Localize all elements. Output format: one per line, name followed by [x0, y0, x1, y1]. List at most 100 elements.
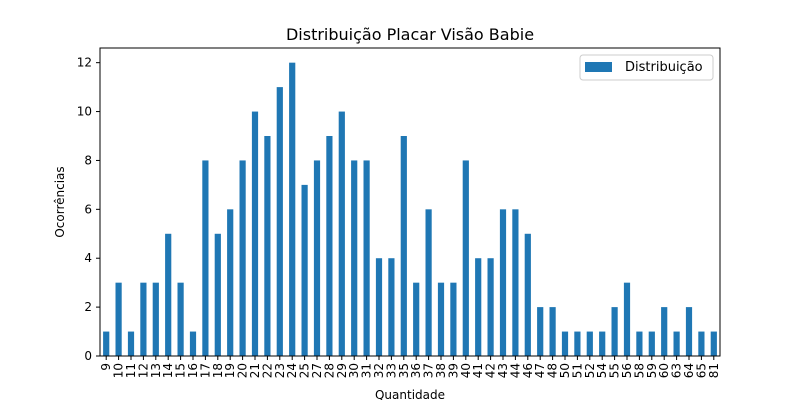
bar-50 [561, 331, 569, 356]
x-tick-label: 46 [521, 363, 535, 378]
x-tick-label: 31 [360, 363, 374, 378]
legend-swatch [585, 62, 612, 72]
x-tick-label: 47 [533, 363, 547, 378]
x-tick-label: 17 [198, 363, 212, 378]
bar-22 [264, 136, 271, 356]
bar-30 [351, 160, 358, 356]
x-tick-label: 14 [161, 363, 175, 378]
y-tick-label: 8 [84, 153, 92, 167]
x-tick-label: 32 [372, 363, 386, 378]
x-axis-title: Quantidade [375, 388, 445, 400]
x-tick-label: 43 [496, 363, 510, 378]
x-tick-label: 55 [608, 363, 622, 378]
bar-46 [524, 233, 531, 356]
plot-frame [99, 47, 721, 357]
bar-52 [586, 331, 593, 356]
bar-41 [475, 258, 482, 356]
bar-16 [189, 331, 197, 356]
x-tick-label: 56 [620, 363, 634, 378]
x-tick-label: 23 [273, 363, 287, 378]
x-tick-label: 13 [149, 363, 163, 378]
x-tick-label: 30 [347, 363, 361, 378]
x-tick-label: 42 [484, 363, 498, 378]
x-tick-label: 52 [583, 363, 597, 378]
y-tick-label: 12 [77, 56, 92, 70]
x-tick-label: 16 [186, 363, 200, 378]
x-tick-label: 10 [112, 363, 126, 378]
x-tick-label: 54 [595, 363, 609, 378]
x-tick-label: 35 [397, 363, 411, 378]
x-tick-label: 36 [409, 363, 423, 378]
x-tick-label: 27 [310, 363, 324, 378]
x-tick-label: 65 [694, 363, 708, 378]
y-tick-label: 6 [84, 202, 92, 216]
x-tick-label: 50 [558, 363, 572, 378]
y-tick-label: 0 [84, 349, 92, 363]
bar-27 [313, 160, 321, 356]
bar-36 [413, 282, 420, 356]
x-tick-label: 18 [211, 363, 225, 378]
bar-28 [326, 136, 333, 356]
bar-33 [388, 258, 395, 356]
bar-9 [103, 331, 110, 356]
x-tick-label: 15 [174, 363, 188, 378]
bar-15 [177, 282, 184, 356]
bar-20 [239, 160, 246, 356]
x-tick-label: 41 [471, 363, 485, 378]
bar-44 [512, 209, 519, 356]
x-tick-label: 33 [384, 363, 398, 378]
bar-35 [400, 136, 407, 356]
x-tick-label: 38 [434, 363, 448, 378]
x-tick-label: 58 [632, 363, 646, 378]
bar-42 [487, 258, 494, 356]
x-tick-label: 44 [508, 363, 522, 378]
y-tick-label: 4 [84, 251, 92, 265]
bar-18 [214, 233, 221, 356]
bars-group [103, 62, 717, 357]
x-tick-label: 39 [446, 363, 460, 378]
bar-38 [437, 282, 445, 356]
bar-65 [698, 331, 705, 356]
bar-56 [623, 282, 631, 356]
x-tick-label: 25 [298, 363, 312, 378]
bar-48 [549, 307, 556, 356]
bar-47 [537, 307, 544, 356]
bar-23 [276, 87, 283, 357]
x-tick-label: 48 [546, 363, 560, 378]
x-tick-label: 81 [707, 363, 721, 378]
bar-64 [685, 307, 693, 356]
bar-10 [115, 282, 122, 356]
bar-63 [673, 331, 680, 356]
x-tick-label: 21 [248, 363, 262, 378]
bar-32 [375, 258, 383, 356]
legend-box [579, 54, 714, 81]
bar-60 [661, 307, 668, 356]
bar-19 [227, 209, 234, 356]
x-tick-label: 59 [645, 363, 659, 378]
bar-40 [462, 160, 469, 356]
bar-54 [599, 331, 606, 356]
bar-21 [251, 111, 259, 356]
bar-59 [648, 331, 655, 356]
bar-51 [574, 331, 581, 356]
x-tick-label: 64 [682, 363, 696, 378]
x-tick-label: 19 [223, 363, 237, 378]
bar-37 [425, 209, 432, 356]
bar-13 [152, 282, 159, 356]
x-tick-label: 20 [236, 363, 250, 378]
y-tick-label: 10 [77, 105, 92, 119]
x-tick-label: 24 [285, 363, 299, 378]
bar-55 [611, 307, 618, 356]
x-axis-ticks: 9101112131415161718192021222324252728293… [99, 356, 721, 378]
x-tick-label: 60 [657, 363, 671, 378]
x-tick-label: 37 [422, 363, 436, 378]
x-tick-label: 28 [322, 363, 336, 378]
legend: Distribuição [579, 54, 714, 81]
bar-43 [499, 209, 507, 356]
x-tick-label: 11 [124, 363, 138, 378]
bar-39 [450, 282, 457, 356]
x-tick-label: 51 [570, 363, 584, 378]
bar-12 [140, 282, 147, 356]
